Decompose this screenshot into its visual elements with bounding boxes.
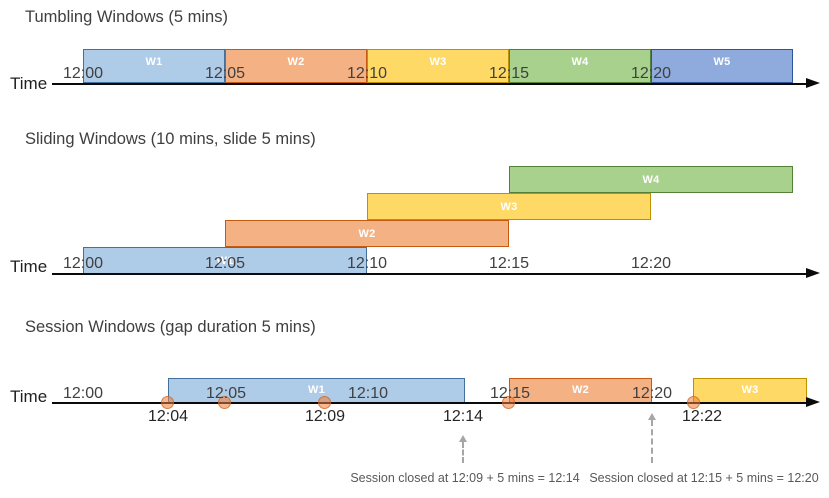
event-dot — [218, 396, 231, 409]
window-label: W1 — [216, 254, 234, 267]
event-time-label: 12:22 — [681, 408, 723, 425]
event-dot — [687, 396, 700, 409]
tick-label: 12:10 — [346, 255, 388, 272]
tick-label: 12:05 — [204, 255, 246, 272]
window-label: W1 — [307, 384, 326, 396]
sliding-window-box-w2: W2 — [225, 220, 509, 247]
window-label: W5 — [713, 56, 731, 68]
event-dot — [161, 396, 174, 409]
tick-label: 12:15 — [488, 255, 530, 272]
window-label: W2 — [358, 227, 376, 240]
arrow-up-icon — [459, 435, 467, 442]
tick-label: 12:20 — [630, 65, 672, 82]
sliding-window-box-w4: W4 — [509, 166, 793, 193]
session-window-box-w3: W3 — [693, 378, 807, 403]
session-close-annotation: Session closed at 12:09 + 5 mins = 12:14 — [350, 471, 580, 485]
tumbling-window-box-w4: W4 — [509, 49, 651, 83]
window-label: W3 — [741, 384, 759, 396]
timeline-arrow-icon — [806, 268, 820, 278]
tick-label: 12:05 — [204, 65, 246, 82]
session-close-pointer — [462, 442, 464, 463]
timeline — [52, 83, 806, 85]
timeline — [52, 402, 806, 404]
session-close-annotation: Session closed at 12:15 + 5 mins = 12:20 — [589, 471, 819, 485]
tick-label: 12:00 — [62, 255, 104, 272]
tumbling-window-box-w1: W1 — [83, 49, 225, 83]
sliding-window-box-w1: W1 — [83, 247, 367, 274]
section-title-sliding: Sliding Windows (10 mins, slide 5 mins) — [25, 130, 316, 148]
tumbling-window-box-w3: W3 — [367, 49, 509, 83]
tumbling-window-box-w2: W2 — [225, 49, 367, 83]
arrow-up-icon — [648, 413, 656, 420]
tick-label: 12:15 — [488, 65, 530, 82]
window-label: W4 — [571, 56, 589, 68]
sliding-window-box-w3: W3 — [367, 193, 651, 220]
window-label: W2 — [571, 384, 590, 396]
time-axis-label: Time — [10, 257, 48, 276]
event-time-label: 12:04 — [147, 408, 189, 425]
window-label: W1 — [145, 56, 163, 68]
window-label: W2 — [287, 56, 305, 68]
tick-label: 12:20 — [631, 385, 673, 402]
timeline — [52, 273, 806, 275]
session-window-box-w2: W2 — [509, 378, 652, 403]
section-title-tumbling: Tumbling Windows (5 mins) — [25, 8, 228, 26]
tick-label: 12:10 — [346, 65, 388, 82]
tick-label: 12:00 — [62, 65, 104, 82]
time-axis-label: Time — [10, 74, 48, 93]
window-label: W4 — [642, 173, 660, 186]
tick-label: 12:20 — [630, 255, 672, 272]
timeline-arrow-icon — [806, 397, 820, 407]
time-axis-label: Time — [10, 387, 48, 406]
tick-label: 12:00 — [62, 385, 104, 402]
event-time-label: 12:09 — [304, 408, 346, 425]
timeline-arrow-icon — [806, 78, 820, 88]
section-title-session: Session Windows (gap duration 5 mins) — [25, 318, 316, 336]
event-time-label: 12:14 — [442, 408, 484, 425]
event-dot — [318, 396, 331, 409]
tick-label: 12:15 — [489, 385, 531, 402]
tick-label: 12:10 — [347, 385, 389, 402]
window-label: W3 — [429, 56, 447, 68]
tumbling-window-box-w5: W5 — [651, 49, 793, 83]
event-dot — [502, 396, 515, 409]
session-close-pointer — [651, 420, 653, 463]
tick-label: 12:05 — [205, 385, 247, 402]
window-label: W3 — [500, 200, 518, 213]
